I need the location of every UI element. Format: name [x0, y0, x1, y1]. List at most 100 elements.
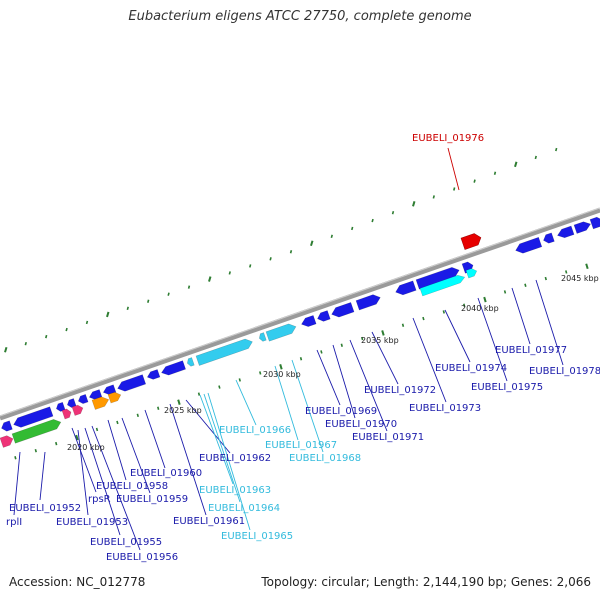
- gene-label-EUBELI_01960[interactable]: EUBELI_01960: [130, 468, 202, 479]
- gene-arrow: [0, 435, 14, 448]
- gene-label-EUBELI_01967[interactable]: EUBELI_01967: [265, 440, 337, 451]
- inner-tick: [544, 276, 547, 281]
- gene-arrow: [161, 360, 186, 376]
- kbp-label-2045: 2045 kbp: [561, 274, 599, 283]
- outer-tick: [330, 234, 333, 239]
- gene-shape: [515, 236, 543, 254]
- gene-shape: [1, 420, 13, 432]
- gene-label-EUBELI_01974[interactable]: EUBELI_01974: [435, 363, 507, 374]
- gene-label-EUBELI_01978[interactable]: EUBELI_01978: [529, 366, 600, 377]
- outer-tick: [391, 210, 395, 215]
- gene-label-EUBELI_01958[interactable]: EUBELI_01958: [96, 481, 168, 492]
- gene-shape: [117, 374, 147, 392]
- gene-label-EUBELI_01965[interactable]: EUBELI_01965: [221, 531, 293, 542]
- inner-tick: [422, 316, 425, 321]
- gene-arrow: [1, 420, 13, 432]
- gene-shape: [13, 406, 54, 428]
- gene-shape: [543, 232, 555, 244]
- gene-arrow: [71, 404, 84, 416]
- leader-line: [71, 427, 97, 493]
- leader-line: [291, 359, 324, 453]
- gene-label-EUBELI_01975[interactable]: EUBELI_01975: [471, 382, 543, 393]
- gene-label-rplI[interactable]: rplI: [6, 517, 22, 528]
- leader-line: [535, 279, 564, 366]
- inner-tick: [197, 392, 201, 396]
- inner-tick: [401, 323, 405, 327]
- gene-label-EUBELI_01963[interactable]: EUBELI_01963: [199, 485, 271, 496]
- leader-line: [371, 331, 399, 385]
- gene-label-EUBELI_01968[interactable]: EUBELI_01968: [289, 453, 361, 464]
- gene-shape: [395, 280, 417, 296]
- gene-shape: [331, 302, 355, 318]
- outer-tick: [228, 271, 231, 275]
- gene-label-EUBELI_01976[interactable]: EUBELI_01976: [412, 133, 484, 144]
- gene-arrow-highlight: [460, 233, 482, 250]
- inner-tick: [361, 336, 364, 341]
- outer-tick: [534, 155, 537, 160]
- inner-tick: [585, 263, 589, 270]
- gene-shape-highlight: [460, 233, 482, 250]
- gene-arrow: [301, 315, 317, 327]
- gene-shape: [91, 396, 110, 410]
- outer-tick: [289, 250, 293, 254]
- gene-label-EUBELI_01977[interactable]: EUBELI_01977: [495, 345, 567, 356]
- leader-line: [77, 429, 89, 516]
- gene-label-EUBELI_01966[interactable]: EUBELI_01966: [219, 425, 291, 436]
- inner-tick: [463, 303, 466, 307]
- inner-tick: [483, 296, 487, 303]
- gene-shape: [161, 360, 186, 376]
- gene-label-EUBELI_01972[interactable]: EUBELI_01972: [364, 385, 436, 396]
- gene-label-EUBELI_01955[interactable]: EUBELI_01955: [90, 537, 162, 548]
- gene-shape: [355, 294, 381, 311]
- outer-tick: [453, 187, 456, 191]
- gene-label-EUBELI_01959[interactable]: EUBELI_01959: [116, 494, 188, 505]
- gene-arrow: [573, 221, 591, 234]
- gene-arrow: [146, 369, 161, 380]
- genome-summary-text: Topology: circular; Length: 2,144,190 bp…: [261, 575, 591, 589]
- gene-shape: [465, 268, 478, 279]
- outer-tick: [167, 292, 170, 296]
- gene-shape: [11, 419, 62, 444]
- gene-label-EUBELI_01961[interactable]: EUBELI_01961: [173, 516, 245, 527]
- outer-tick: [269, 257, 272, 261]
- gene-arrow: [331, 302, 355, 318]
- leader-line: [447, 147, 460, 191]
- outer-tick: [65, 327, 68, 332]
- gene-label-rpsR[interactable]: rpsR: [88, 494, 111, 505]
- gene-shape: [61, 408, 72, 420]
- gene-label-EUBELI_01969[interactable]: EUBELI_01969: [305, 406, 377, 417]
- gene-arrow: [187, 357, 195, 367]
- leader-line: [235, 379, 257, 426]
- kbp-label-2035: 2035 kbp: [361, 336, 399, 345]
- gene-label-EUBELI_01971[interactable]: EUBELI_01971: [352, 432, 424, 443]
- gene-label-EUBELI_01952[interactable]: EUBELI_01952: [9, 503, 81, 514]
- inner-tick: [157, 406, 160, 410]
- leader-line: [121, 417, 151, 494]
- kbp-label-2025: 2025 kbp: [164, 406, 202, 415]
- outer-tick: [249, 264, 252, 268]
- gene-arrow: [117, 374, 147, 392]
- outer-tick: [126, 306, 129, 311]
- outer-tick: [310, 240, 314, 247]
- leader-line: [84, 427, 121, 536]
- leader-line: [274, 365, 299, 441]
- outer-tick: [514, 161, 518, 168]
- gene-label-EUBELI_01964[interactable]: EUBELI_01964: [208, 503, 280, 514]
- map-title: Eubacterium eligens ATCC 27750, complete…: [128, 9, 472, 24]
- outer-tick-track: [4, 147, 558, 353]
- gene-shape: [589, 216, 600, 230]
- leader-line: [39, 451, 46, 501]
- gene-label-EUBELI_01973[interactable]: EUBELI_01973: [409, 403, 481, 414]
- outer-tick: [432, 195, 435, 199]
- inner-tick: [55, 441, 58, 446]
- gene-label-EUBELI_01962[interactable]: EUBELI_01962: [199, 453, 271, 464]
- gene-label-EUBELI_01953[interactable]: EUBELI_01953: [56, 517, 128, 528]
- gene-arrow: [107, 391, 122, 404]
- leader-line: [332, 344, 356, 419]
- gene-arrow: [419, 275, 466, 297]
- gene-label-EUBELI_01970[interactable]: EUBELI_01970: [325, 419, 397, 430]
- gene-arrow: [589, 216, 600, 230]
- gene-arrow: [317, 310, 331, 322]
- gene-label-EUBELI_01956[interactable]: EUBELI_01956: [106, 552, 178, 563]
